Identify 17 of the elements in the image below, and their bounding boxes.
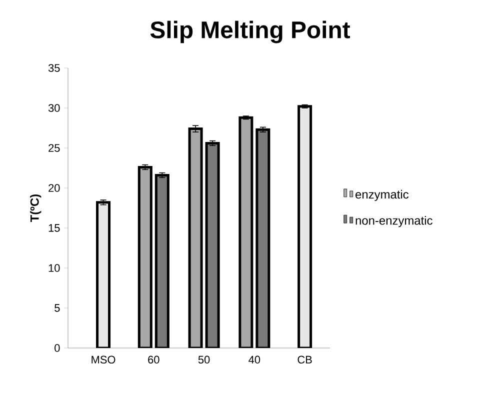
legend-label: enzymatic bbox=[356, 190, 409, 201]
y-tick-label: 30 bbox=[48, 104, 60, 112]
x-tick-label: CB bbox=[298, 356, 312, 364]
y-tick-label: 10 bbox=[48, 264, 60, 272]
x-tick-label: MSO bbox=[92, 356, 116, 364]
y-axis-title: T(ºC) bbox=[30, 194, 42, 222]
chart-title: Slip Melting Point bbox=[150, 20, 350, 44]
y-tick-label: 35 bbox=[48, 64, 60, 72]
y-tick-label: 15 bbox=[48, 224, 60, 232]
y-tick-label: 25 bbox=[48, 144, 60, 152]
y-tick-label: 5 bbox=[54, 304, 60, 312]
x-tick-label: 60 bbox=[148, 356, 160, 364]
x-tick-label: 50 bbox=[198, 356, 210, 364]
legend-label: non-enzymatic bbox=[356, 216, 432, 228]
y-tick-label: 0 bbox=[54, 344, 60, 352]
y-tick-label: 20 bbox=[48, 184, 60, 192]
x-tick-label: 40 bbox=[248, 356, 260, 364]
